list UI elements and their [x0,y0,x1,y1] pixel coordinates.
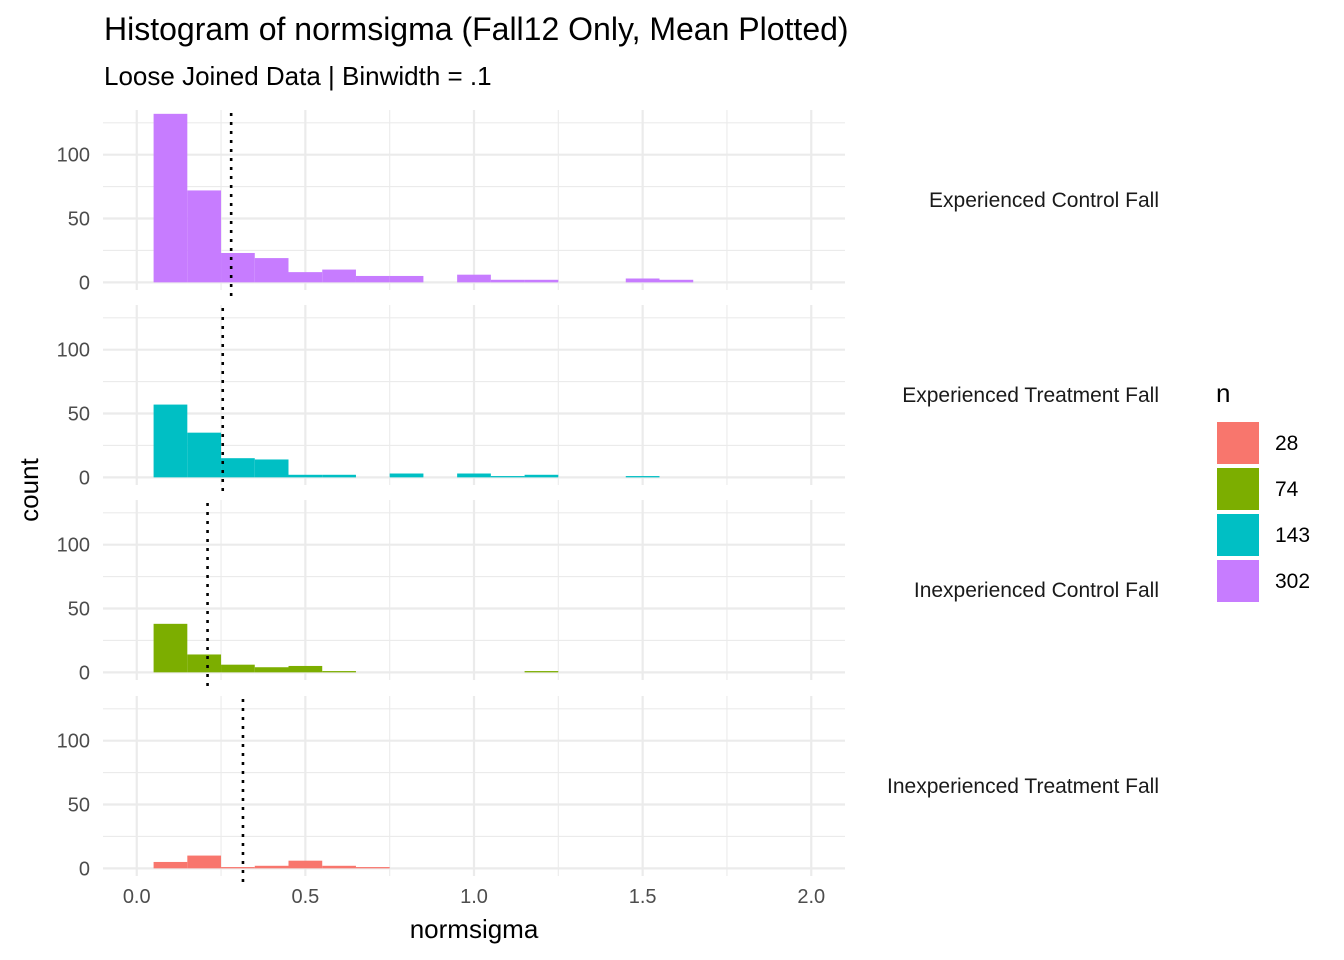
legend-key [1217,468,1259,510]
legend-label: 28 [1275,432,1298,455]
x-axis-title: normsigma [410,914,539,944]
y-tick-label: 0 [79,272,90,294]
facet-strip-label: Inexperienced Treatment Fall [887,775,1159,798]
y-tick-label: 0 [79,858,90,880]
legend-key [1217,560,1259,602]
histogram-bar [625,476,660,478]
x-tick-label: 0.5 [291,886,319,908]
histogram-bar [221,252,255,283]
histogram-bar [288,860,323,869]
histogram-bar [254,667,289,673]
legend-label: 143 [1275,524,1310,547]
histogram-bar [659,279,694,283]
histogram-bar [254,865,289,869]
y-axis-title: count [14,457,44,521]
chart-title: Histogram of normsigma (Fall12 Only, Mea… [104,11,849,47]
histogram-bar [355,867,390,869]
histogram-bar [524,671,559,673]
histogram-bar [187,190,222,283]
histogram-bar [524,474,559,478]
histogram-bar [221,664,255,673]
histogram-bar [221,458,255,478]
histogram-bar [153,623,188,673]
histogram-bar [322,671,356,673]
facet-strip-label: Experienced Control Fall [929,189,1159,212]
histogram-bar [153,861,188,869]
x-tick-label: 0.0 [123,886,151,908]
histogram-bar [288,665,323,673]
legend: n 28 74 143 302 [1216,378,1310,602]
histogram-bar [389,275,424,283]
histogram-bar [187,855,222,869]
histogram-bar [322,865,356,869]
histogram-bar [288,474,323,478]
histogram-bar [153,404,188,478]
histogram-bar [221,867,255,869]
y-tick-label: 0 [79,662,90,684]
facet-panel: 0 50 100 Inexperienced Treatment Fall [57,696,1159,884]
y-tick-label: 100 [57,731,90,753]
chart-subtitle: Loose Joined Data | Binwidth = .1 [104,61,492,91]
y-tick-label: 100 [57,340,90,362]
histogram-bar [254,258,289,283]
histogram-bar [457,473,491,478]
histogram-bar [524,279,559,283]
histogram-bar [187,654,222,673]
histogram-bar [490,279,525,283]
legend-key [1217,514,1259,556]
histogram-bar [153,113,188,283]
facet-strip-label: Inexperienced Control Fall [914,579,1159,602]
histogram-bar [457,274,491,283]
facet-panel: 0 50 100 Inexperienced Control Fall [57,500,1159,688]
histogram-bar [490,476,525,478]
y-tick-label: 100 [57,535,90,557]
histogram-bar [625,278,660,283]
histogram-bar [389,473,424,478]
legend-key [1217,422,1259,464]
facet-panel: 0 50 100 Experienced Treatment Fall [57,305,1159,493]
y-tick-label: 50 [68,404,90,426]
x-axis: 0.0 0.5 1.0 1.5 2.0 [123,886,825,908]
x-tick-label: 1.5 [629,886,657,908]
histogram-bar [322,269,356,283]
histogram-bar [355,275,390,283]
y-tick-label: 50 [68,795,90,817]
y-tick-label: 50 [68,209,90,231]
legend-title: n [1216,378,1230,408]
y-tick-label: 100 [57,145,90,167]
y-tick-label: 0 [79,467,90,489]
legend-label: 302 [1275,570,1310,593]
legend-label: 74 [1275,478,1299,501]
x-tick-label: 1.0 [460,886,488,908]
facet-panels: 0 50 100 Experienced Control Fall 0 50 100 Expe… [57,110,1159,884]
y-tick-label: 50 [68,599,90,621]
facet-panel: 0 50 100 Experienced Control Fall [57,110,1159,298]
facet-strip-label: Experienced Treatment Fall [902,384,1159,407]
histogram-bar [187,432,222,478]
histogram-bar [254,459,289,478]
histogram-bar [322,474,356,478]
histogram-bar [288,272,323,283]
x-tick-label: 2.0 [797,886,825,908]
